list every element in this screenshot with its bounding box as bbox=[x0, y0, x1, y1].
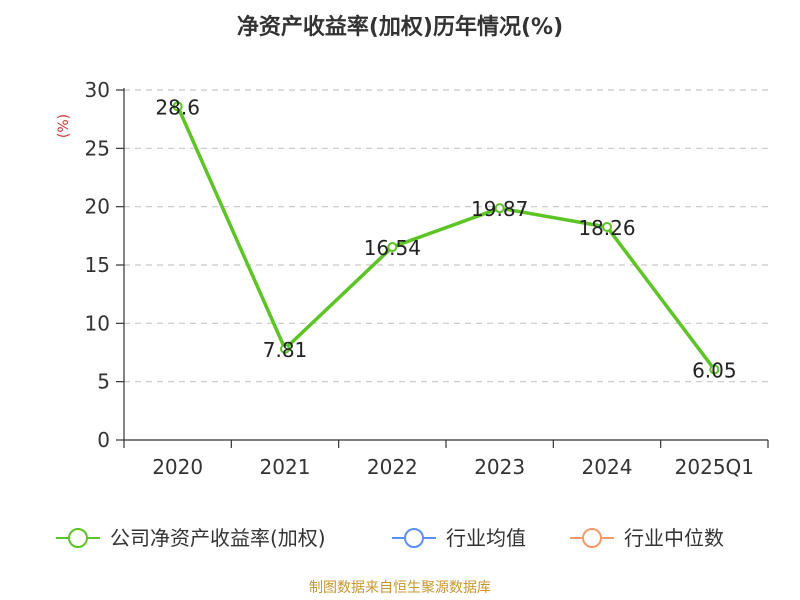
x-tick-label: 2021 bbox=[260, 455, 311, 479]
x-tick-label: 2022 bbox=[367, 455, 418, 479]
grid-layer bbox=[124, 89, 768, 383]
legend-swatch-marker bbox=[582, 528, 602, 548]
data-label: 18.26 bbox=[578, 216, 635, 240]
data-point bbox=[387, 242, 398, 253]
series-line bbox=[175, 104, 717, 372]
legend-item-label: 行业均值 bbox=[446, 526, 526, 550]
chart-title: 净资产收益率(加权)历年情况(%) bbox=[237, 14, 563, 40]
y-tick-label: 10 bbox=[85, 311, 110, 335]
data-label: 16.54 bbox=[364, 236, 421, 260]
legend-swatch-marker bbox=[68, 528, 88, 548]
y-tick-label: 30 bbox=[85, 78, 110, 102]
y-axis-unit-label: (%) bbox=[56, 114, 72, 138]
data-label: 19.87 bbox=[471, 197, 528, 221]
x-tick-label: 2025Q1 bbox=[675, 455, 754, 479]
x-tick-label: 2020 bbox=[152, 455, 203, 479]
legend-item-label: 行业中位数 bbox=[624, 526, 724, 550]
x-tick-label: 2023 bbox=[474, 455, 525, 479]
y-tick-label: 20 bbox=[85, 195, 110, 219]
y-tick-label: 25 bbox=[85, 136, 110, 160]
source-note: 制图数据来自恒生聚源数据库 bbox=[309, 580, 491, 596]
data-point bbox=[172, 101, 183, 112]
legend: 公司净资产收益率(加权) 行业均值 行业中位数 bbox=[56, 526, 724, 550]
y-tick-label: 15 bbox=[85, 253, 110, 277]
data-point bbox=[709, 364, 720, 375]
axis-layer: 0 5 10 15 20 25 30 2020 2021 2022 2023 2024 2025Q1 bbox=[85, 78, 769, 479]
data-label-layer: 28.6 7.81 16.54 19.87 18.26 6.05 bbox=[155, 95, 736, 382]
y-tick-label: 0 bbox=[97, 428, 110, 452]
data-label: 28.6 bbox=[155, 95, 200, 119]
data-label: 7.81 bbox=[263, 338, 308, 362]
data-point bbox=[602, 221, 612, 232]
legend-item-label: 公司净资产收益率(加权) bbox=[110, 526, 326, 550]
legend-swatch-marker bbox=[404, 528, 424, 548]
series-layer bbox=[172, 101, 720, 375]
data-point bbox=[494, 203, 505, 214]
y-tick-label: 5 bbox=[97, 370, 110, 394]
data-point bbox=[280, 343, 290, 354]
x-tick-label: 2024 bbox=[582, 455, 633, 479]
data-label: 6.05 bbox=[692, 358, 737, 382]
